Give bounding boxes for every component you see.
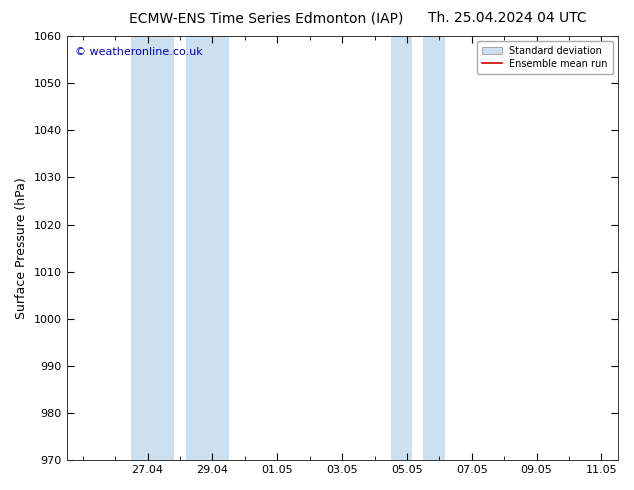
Text: ECMW-ENS Time Series Edmonton (IAP): ECMW-ENS Time Series Edmonton (IAP): [129, 11, 403, 25]
Bar: [423, 36, 445, 460]
Text: Th. 25.04.2024 04 UTC: Th. 25.04.2024 04 UTC: [428, 11, 586, 25]
Y-axis label: Surface Pressure (hPa): Surface Pressure (hPa): [15, 177, 28, 319]
Bar: [186, 36, 229, 460]
Bar: [391, 36, 413, 460]
Bar: [131, 36, 174, 460]
Legend: Standard deviation, Ensemble mean run: Standard deviation, Ensemble mean run: [477, 41, 613, 74]
Text: © weatheronline.co.uk: © weatheronline.co.uk: [75, 47, 202, 57]
